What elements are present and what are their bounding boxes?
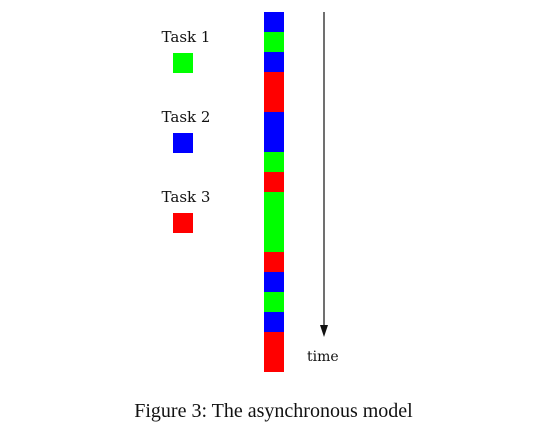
legend-swatch-task-1 — [173, 53, 193, 73]
timeline-slot-task2 — [264, 52, 284, 72]
timeline-slot-task2 — [264, 12, 284, 32]
timeline-slot-task2 — [264, 132, 284, 152]
timeline-slot-task2 — [264, 272, 284, 292]
timeline-slot-task3 — [264, 92, 284, 112]
timeline-slot-task2 — [264, 312, 284, 332]
timeline-slot-task1 — [264, 32, 284, 52]
legend-swatch-task-3 — [173, 213, 193, 233]
time-axis-label: time — [307, 349, 339, 365]
timeline-slot-task1 — [264, 232, 284, 252]
timeline-slot-task3 — [264, 352, 284, 372]
task-timeline — [264, 12, 284, 372]
timeline-slot-task1 — [264, 292, 284, 312]
figure-caption: Figure 3: The asynchronous model — [134, 400, 413, 422]
timeline-slot-task3 — [264, 252, 284, 272]
timeline-slot-task3 — [264, 72, 284, 92]
timeline-slot-task3 — [264, 172, 284, 192]
legend-label-task-2: Task 2 — [161, 108, 211, 126]
legend-swatch-task-2 — [173, 133, 193, 153]
timeline-slot-task1 — [264, 152, 284, 172]
timeline-slot-task1 — [264, 192, 284, 212]
time-arrow — [320, 12, 328, 337]
timeline-slot-task3 — [264, 332, 284, 352]
timeline-slot-task2 — [264, 112, 284, 132]
legend-label-task-1: Task 1 — [161, 28, 211, 46]
timeline-slot-task1 — [264, 212, 284, 232]
legend-label-task-3: Task 3 — [161, 188, 211, 206]
